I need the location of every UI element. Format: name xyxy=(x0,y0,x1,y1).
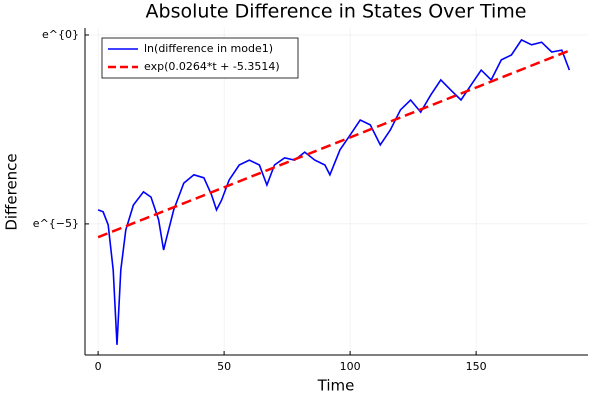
x-tick-label: 100 xyxy=(340,360,361,373)
line-series xyxy=(97,38,571,345)
x-tick-label: 150 xyxy=(466,360,487,373)
legend-box xyxy=(101,37,299,79)
legend-text: exp(0.0264*t + -5.3514) xyxy=(144,60,280,73)
y-tick-label: e^{−5} xyxy=(33,217,79,230)
y-axis-label: Difference xyxy=(3,153,21,230)
line-series xyxy=(97,48,573,239)
x-tick-label: 0 xyxy=(95,360,102,373)
x-tick-label: 50 xyxy=(217,360,231,373)
x-axis-label: Time xyxy=(317,377,355,395)
y-tick-label: e^{0} xyxy=(42,28,79,41)
chart-title: Absolute Difference in States Over Time xyxy=(146,1,527,23)
legend-text: ln(difference in mode1) xyxy=(144,42,273,55)
